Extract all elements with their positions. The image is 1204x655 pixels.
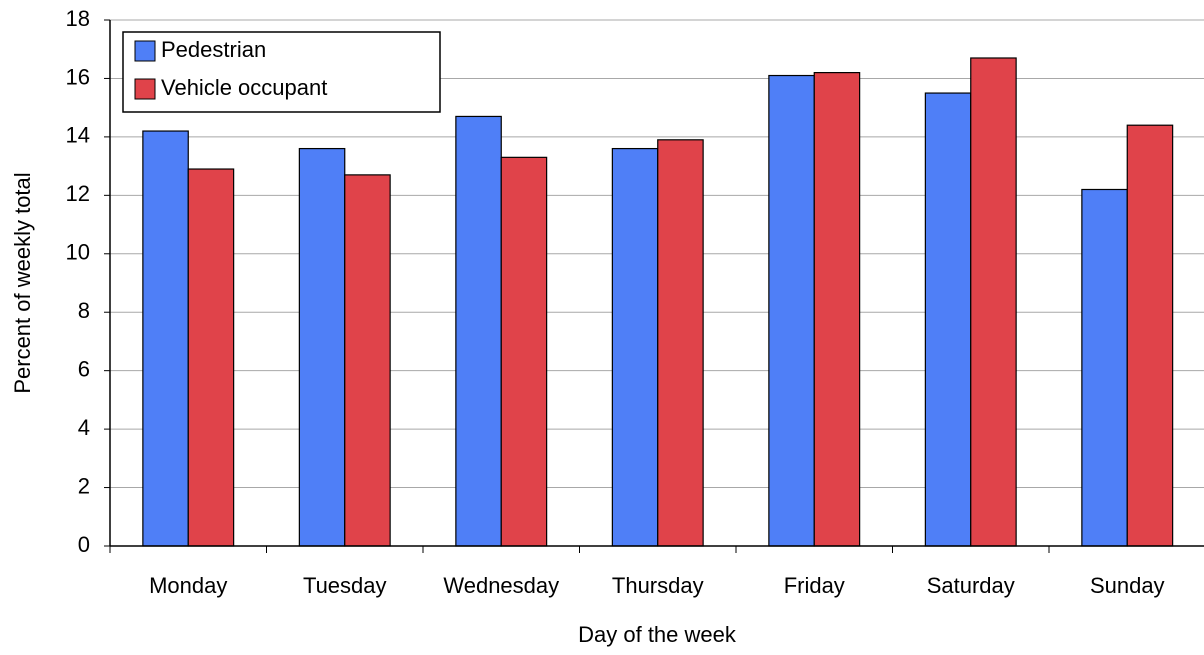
- y-tick-label: 0: [78, 532, 90, 557]
- y-tick-label: 12: [66, 181, 90, 206]
- y-tick-label: 16: [66, 64, 90, 89]
- y-tick-label: 14: [66, 123, 90, 148]
- x-tick-label: Wednesday: [443, 573, 559, 598]
- legend-label: Vehicle occupant: [161, 75, 327, 100]
- y-tick-label: 10: [66, 240, 90, 265]
- legend-swatch: [134, 78, 156, 100]
- bar: [142, 130, 189, 547]
- x-tick-label: Monday: [149, 573, 227, 598]
- bar: [344, 174, 391, 547]
- bar: [298, 147, 346, 547]
- bar: [970, 57, 1017, 547]
- y-tick-label: 8: [78, 298, 90, 323]
- bar: [455, 115, 502, 547]
- x-tick-label: Thursday: [612, 573, 704, 598]
- bar: [187, 168, 235, 547]
- x-tick-label: Saturday: [927, 573, 1015, 598]
- bar: [500, 156, 548, 547]
- legend-box: [122, 31, 441, 113]
- x-axis-label: Day of the week: [578, 622, 737, 647]
- bar: [657, 139, 704, 547]
- bar: [1081, 188, 1128, 547]
- y-tick-label: 6: [78, 356, 90, 381]
- bar: [1126, 124, 1174, 547]
- y-tick-label: 4: [78, 415, 90, 440]
- y-tick-label: 18: [66, 6, 90, 31]
- legend-label: Pedestrian: [161, 37, 266, 62]
- legend-swatch: [134, 40, 156, 62]
- x-tick-label: Sunday: [1090, 573, 1165, 598]
- y-axis-label: Percent of weekly total: [10, 172, 35, 393]
- bar: [768, 74, 815, 547]
- y-tick-label: 2: [78, 473, 90, 498]
- bar: [813, 71, 861, 547]
- x-tick-label: Friday: [784, 573, 845, 598]
- bar: [611, 147, 659, 547]
- bar: [924, 92, 972, 547]
- x-tick-label: Tuesday: [303, 573, 387, 598]
